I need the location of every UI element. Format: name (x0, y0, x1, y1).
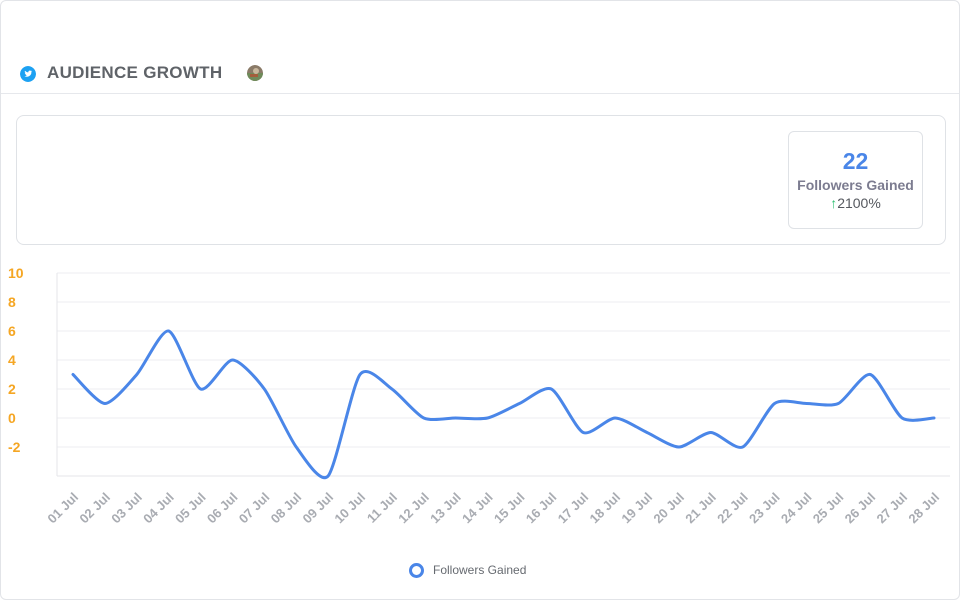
x-tick-label: 23 Jul (746, 490, 783, 527)
series-line-1 (71, 329, 936, 480)
kpi-label: Followers Gained (797, 177, 914, 193)
x-tick-label: 03 Jul (108, 490, 145, 527)
x-tick-label: 24 Jul (778, 490, 815, 527)
x-tick-label: 11 Jul (364, 490, 400, 526)
x-tick-label: 05 Jul (172, 490, 209, 527)
x-tick-label: 13 Jul (427, 490, 464, 527)
x-tick-label: 19 Jul (618, 490, 655, 527)
x-tick-label: 12 Jul (395, 490, 432, 527)
kpi-change: ↑2100% (789, 194, 922, 212)
x-tick-label: 08 Jul (268, 490, 305, 527)
x-tick-label: 20 Jul (650, 490, 687, 527)
y-tick-label: 0 (8, 410, 16, 426)
y-tick-label: 2 (8, 381, 16, 397)
x-tick-label: 28 Jul (905, 490, 942, 527)
x-tick-label: 10 Jul (331, 490, 368, 527)
x-tick-label: 01 Jul (44, 490, 81, 527)
x-tick-label: 02 Jul (76, 490, 113, 527)
stats-panel (16, 115, 946, 245)
y-tick-label: 8 (8, 294, 16, 310)
kpi-change-value: 2100% (837, 195, 881, 211)
profile-avatar[interactable] (247, 65, 263, 81)
legend-swatch-icon (409, 562, 424, 578)
x-tick-label: 15 Jul (491, 490, 528, 527)
followers-gained-kpi: 22 Followers Gained ↑2100% (788, 131, 923, 229)
y-tick-label: 6 (8, 323, 16, 339)
x-tick-label: 06 Jul (204, 490, 241, 527)
arrow-up-icon: ↑ (830, 195, 838, 211)
x-tick-label: 21 Jul (682, 490, 719, 527)
chart-legend[interactable]: Followers Gained (409, 560, 526, 580)
x-tick-label: 18 Jul (587, 490, 624, 527)
card-header: AUDIENCE GROWTH (1, 51, 959, 94)
card-title: AUDIENCE GROWTH (47, 63, 223, 82)
x-tick-label: 27 Jul (874, 490, 911, 527)
x-tick-label: 07 Jul (236, 490, 273, 527)
x-tick-label: 22 Jul (714, 490, 751, 527)
twitter-icon (20, 66, 36, 82)
legend-label: Followers Gained (433, 563, 527, 577)
x-tick-label: 09 Jul (300, 490, 337, 527)
y-tick-label: 4 (8, 352, 16, 368)
x-tick-label: 17 Jul (555, 490, 592, 527)
kpi-value: 22 (842, 148, 869, 174)
x-tick-label: 04 Jul (140, 490, 177, 527)
x-tick-label: 26 Jul (842, 490, 879, 527)
x-tick-label: 25 Jul (810, 490, 847, 527)
y-tick-label: -2 (8, 439, 21, 455)
y-tick-label: 10 (8, 265, 24, 281)
x-tick-label: 16 Jul (523, 490, 560, 527)
x-tick-label: 14 Jul (459, 490, 496, 527)
